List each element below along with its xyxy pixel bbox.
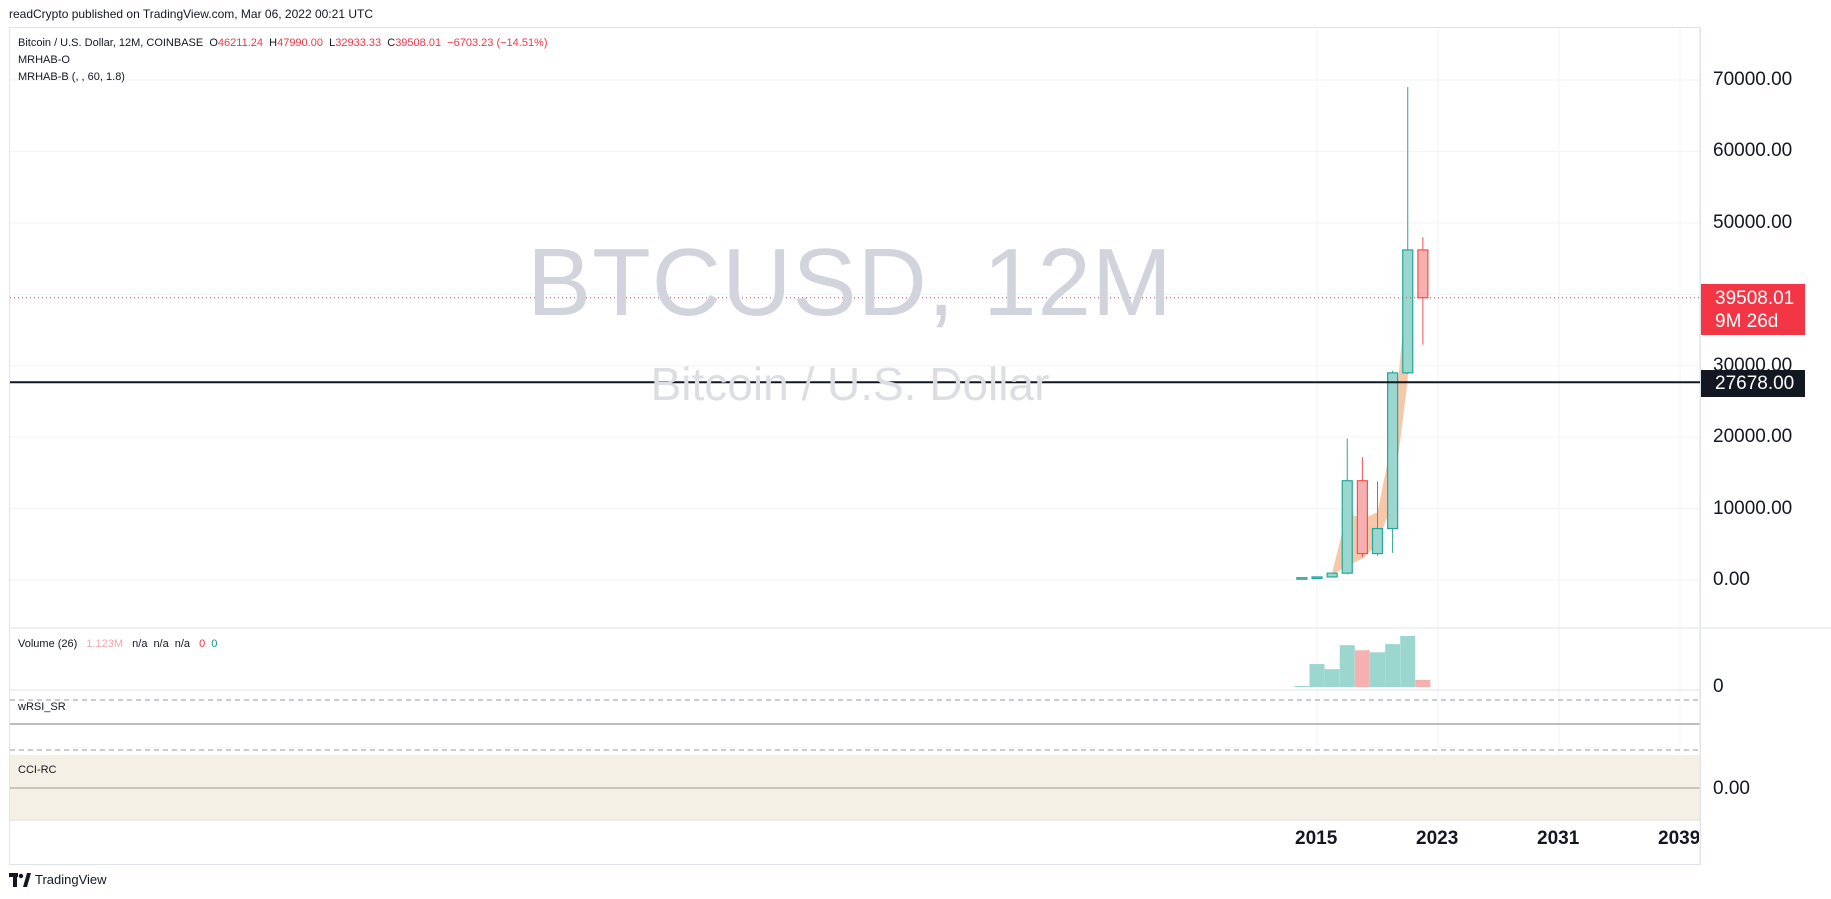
legend-low: 32933.33 (335, 37, 382, 49)
volume-bar (1385, 644, 1401, 687)
bar-countdown: 9M 26d (1715, 311, 1779, 332)
pane-backgrounds (10, 28, 1831, 864)
footer-branding[interactable]: TradingView (9, 872, 107, 887)
volume-na-3: n/a (174, 638, 191, 650)
volume-value: 1.123M (86, 638, 124, 650)
volume-na-2: n/a (153, 638, 169, 650)
legend-close-label: C (387, 37, 396, 49)
wrsi-legend[interactable]: wRSI_SR (18, 701, 66, 713)
volume-bar (1415, 679, 1431, 687)
volume-bars (1294, 636, 1431, 687)
volume-bar (1324, 669, 1340, 687)
grid (10, 28, 1700, 820)
legend-change: −6703.23 (−14.51%) (447, 37, 548, 49)
time-axis-label: 2039 (1658, 828, 1699, 849)
published-header: readCrypto published on TradingView.com,… (9, 7, 373, 21)
legend-indicator-mrhab-b[interactable]: MRHAB-B (, , 60, 1.8) (18, 71, 125, 83)
volume-zero-green: 0 (211, 638, 218, 650)
candle-body (1387, 372, 1399, 530)
volume-axis-label: 0 (1713, 676, 1724, 697)
cci-axis-label: 0.00 (1713, 778, 1750, 799)
price-axis-label: 0.00 (1713, 569, 1750, 590)
candle-body (1371, 527, 1384, 555)
candle-body (1311, 576, 1323, 580)
legend-symbol[interactable]: Bitcoin / U.S. Dollar, 12M, COINBASE (18, 37, 204, 49)
volume-bar (1400, 636, 1416, 687)
candles (1296, 87, 1429, 580)
candle-body (1341, 480, 1353, 574)
volume-bar (1354, 650, 1370, 687)
legend-low-label: L (329, 37, 336, 49)
price-axis-label: 60000.00 (1713, 140, 1793, 162)
price-axis-label: 20000.00 (1713, 426, 1793, 448)
time-axis-label: 2031 (1537, 828, 1580, 849)
current-price-value: 39508.01 (1715, 288, 1795, 309)
legend-close: 39508.01 (395, 37, 442, 49)
current-price-badge: 39508.01 9M 26d (1701, 284, 1805, 335)
time-axis-label: 2023 (1416, 828, 1459, 849)
legend-open: 46211.24 (217, 37, 263, 49)
price-axis-label: 50000.00 (1713, 211, 1793, 233)
tradingview-logo-icon (9, 872, 31, 887)
volume-title[interactable]: Volume (26) (18, 638, 78, 650)
main-legend: Bitcoin / U.S. Dollar, 12M, COINBASE O46… (18, 35, 548, 86)
volume-bar (1309, 664, 1325, 687)
volume-bar (1370, 652, 1385, 687)
candle-body (1296, 577, 1308, 580)
candle-body (1356, 480, 1368, 555)
volume-zero-red: 0 (199, 638, 206, 650)
time-axis-label: 2015 (1295, 828, 1338, 849)
candle-body (1417, 249, 1429, 299)
legend-high: 47990.00 (277, 37, 323, 49)
legend-high-label: H (269, 37, 278, 49)
volume-bar (1339, 645, 1355, 687)
candle-body (1326, 572, 1338, 578)
price-axis-label: 10000.00 (1713, 497, 1793, 519)
legend-open-label: O (209, 37, 218, 49)
volume-bar (1294, 685, 1310, 687)
candle-body (1402, 249, 1414, 374)
footer-brand-text: TradingView (35, 872, 107, 887)
volume-na-1: n/a (132, 638, 148, 650)
price-axis-label: 70000.00 (1713, 69, 1793, 90)
cci-legend[interactable]: CCI-RC (18, 764, 57, 776)
horizontal-lines (10, 297, 1700, 384)
horizontal-line-price-badge: 27678.00 (1701, 370, 1805, 397)
legend-indicator-mrhab-o[interactable]: MRHAB-O (18, 54, 70, 66)
